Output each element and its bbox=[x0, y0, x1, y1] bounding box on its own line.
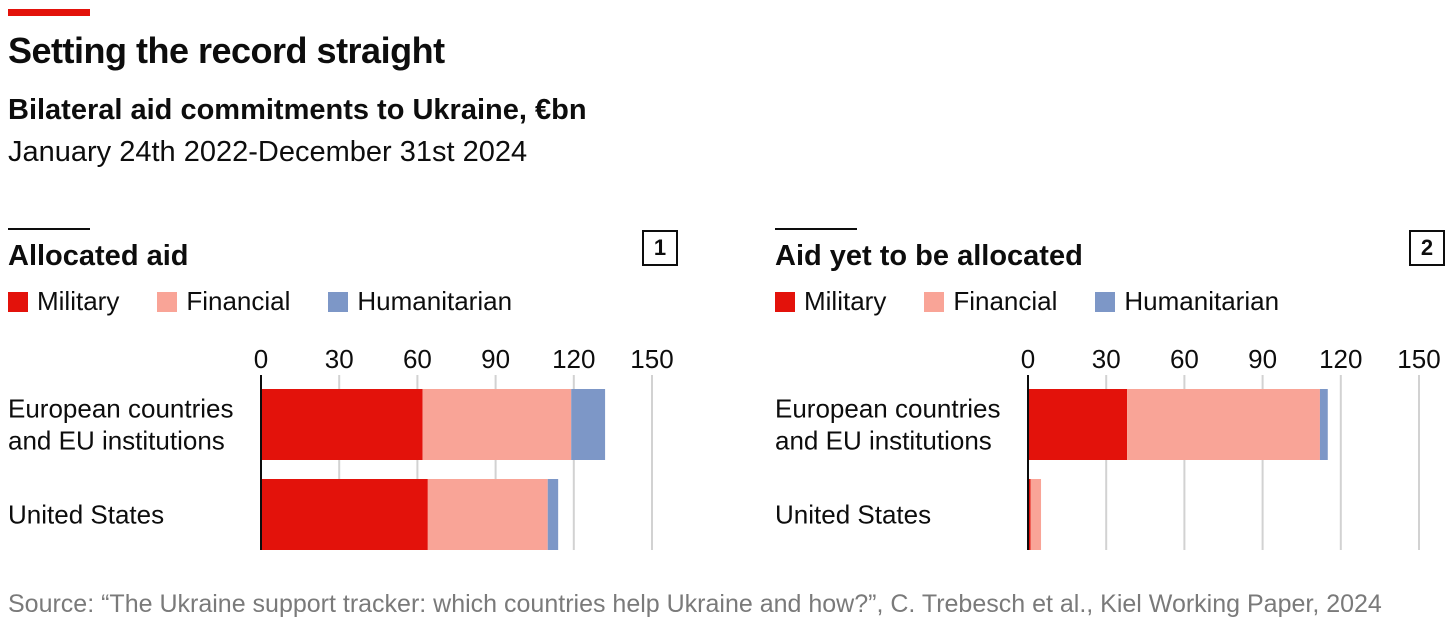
x-tick-label: 150 bbox=[1397, 344, 1440, 374]
bar-military-united-states bbox=[261, 479, 428, 550]
bar-humanitarian-united-states bbox=[547, 479, 559, 550]
category-label: European countries bbox=[8, 394, 233, 424]
legend-item-financial: Financial bbox=[157, 286, 290, 317]
legend-item-humanitarian: Humanitarian bbox=[328, 286, 512, 317]
category-label: and EU institutions bbox=[8, 426, 225, 456]
x-tick-label: 90 bbox=[1248, 344, 1277, 374]
x-tick-label: 150 bbox=[630, 344, 673, 374]
bar-military-european-countries bbox=[1028, 389, 1128, 460]
legend-label: Financial bbox=[953, 286, 1058, 316]
bar-financial-european-countries bbox=[422, 389, 572, 460]
legend-item-financial: Financial bbox=[924, 286, 1057, 317]
x-tick-label: 0 bbox=[1021, 344, 1035, 374]
chart-title: Setting the record straight bbox=[8, 30, 445, 71]
x-tick-label: 120 bbox=[1319, 344, 1362, 374]
x-tick-label: 60 bbox=[403, 344, 432, 374]
category-label: United States bbox=[775, 500, 931, 530]
panel-badge: 1 bbox=[642, 230, 678, 266]
legend-item-military: Military bbox=[8, 286, 119, 317]
legend-swatch-humanitarian bbox=[1095, 291, 1116, 312]
panel-title: Aid yet to be allocated bbox=[775, 240, 1083, 272]
x-tick-label: 30 bbox=[1092, 344, 1121, 374]
chart-subtitle: Bilateral aid commitments to Ukraine, €b… bbox=[8, 94, 587, 126]
legend-label: Financial bbox=[186, 286, 291, 316]
bar-financial-european-countries bbox=[1127, 389, 1320, 460]
x-tick-label: 90 bbox=[481, 344, 510, 374]
legend: Military Financial Humanitarian bbox=[8, 286, 550, 317]
legend-label: Humanitarian bbox=[357, 286, 513, 316]
bar-humanitarian-european-countries bbox=[1319, 389, 1328, 460]
category-label: and EU institutions bbox=[775, 426, 992, 456]
source-note: Source: “The Ukraine support tracker: wh… bbox=[8, 590, 1382, 618]
legend-swatch-military bbox=[775, 291, 795, 312]
x-tick-label: 60 bbox=[1170, 344, 1199, 374]
legend-swatch-financial bbox=[924, 291, 945, 312]
panel-rule bbox=[775, 228, 857, 230]
panel-badge: 2 bbox=[1409, 230, 1445, 266]
legend-swatch-financial bbox=[157, 291, 178, 312]
bar-military-european-countries bbox=[261, 389, 423, 460]
bar-financial-united-states bbox=[1030, 479, 1042, 550]
x-tick-label: 0 bbox=[254, 344, 268, 374]
legend-label: Humanitarian bbox=[1124, 286, 1280, 316]
legend-item-military: Military bbox=[775, 286, 886, 317]
legend-swatch-military bbox=[8, 291, 28, 312]
bar-financial-united-states bbox=[427, 479, 548, 550]
legend-item-humanitarian: Humanitarian bbox=[1095, 286, 1279, 317]
category-label: European countries bbox=[775, 394, 1000, 424]
x-tick-label: 120 bbox=[552, 344, 595, 374]
category-label: United States bbox=[8, 500, 164, 530]
x-tick-label: 30 bbox=[325, 344, 354, 374]
panel-title: Allocated aid bbox=[8, 240, 189, 272]
panel-allocated-aid: Allocated aid 1 Military Financial Human… bbox=[8, 228, 678, 558]
date-range: January 24th 2022-December 31st 2024 bbox=[8, 136, 528, 168]
legend-label: Military bbox=[804, 286, 887, 316]
legend: Military Financial Humanitarian bbox=[775, 286, 1317, 317]
bar-military-united-states bbox=[1028, 479, 1031, 550]
legend-label: Military bbox=[37, 286, 120, 316]
legend-swatch-humanitarian bbox=[328, 291, 349, 312]
accent-bar bbox=[8, 9, 90, 16]
panel-aid-yet-to-be-allocated: Aid yet to be allocated 2 Military Finan… bbox=[775, 228, 1445, 558]
panel-rule bbox=[8, 228, 90, 230]
bar-humanitarian-european-countries bbox=[571, 389, 606, 460]
